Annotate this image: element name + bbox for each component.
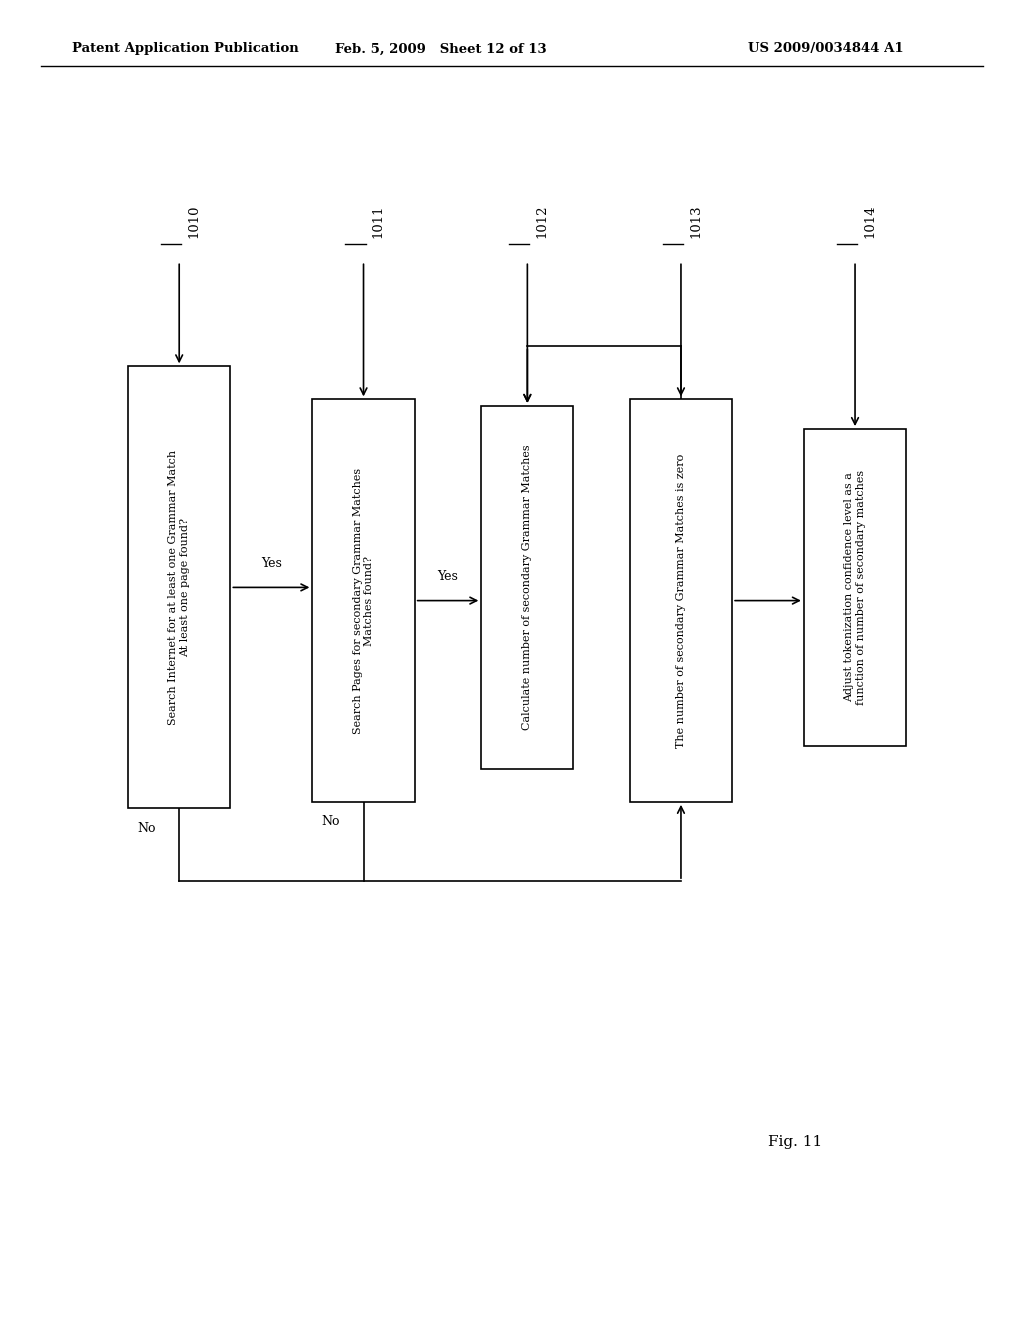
- Text: Yes: Yes: [261, 557, 282, 570]
- Text: No: No: [322, 814, 340, 828]
- Text: US 2009/0034844 A1: US 2009/0034844 A1: [748, 42, 903, 55]
- FancyBboxPatch shape: [128, 366, 230, 808]
- Text: Search Pages for secondary Grammar Matches
Matches found?: Search Pages for secondary Grammar Match…: [352, 467, 375, 734]
- Text: Feb. 5, 2009   Sheet 12 of 13: Feb. 5, 2009 Sheet 12 of 13: [335, 42, 546, 55]
- FancyBboxPatch shape: [630, 399, 732, 801]
- Text: The number of secondary Grammar Matches is zero: The number of secondary Grammar Matches …: [676, 454, 686, 747]
- FancyBboxPatch shape: [804, 429, 906, 746]
- Text: 1012: 1012: [536, 205, 549, 238]
- Text: Fig. 11: Fig. 11: [768, 1135, 822, 1148]
- Text: Search Internet for at least one Grammar Match
At least one page found?: Search Internet for at least one Grammar…: [168, 450, 190, 725]
- Text: Adjust tokenization confidence level as a
function of number of secondary matche: Adjust tokenization confidence level as …: [844, 470, 866, 705]
- Text: Yes: Yes: [437, 570, 459, 583]
- Text: Patent Application Publication: Patent Application Publication: [72, 42, 298, 55]
- Text: 1014: 1014: [863, 205, 877, 238]
- FancyBboxPatch shape: [312, 399, 415, 801]
- Text: 1011: 1011: [372, 205, 385, 238]
- FancyBboxPatch shape: [481, 405, 573, 768]
- Text: Calculate number of secondary Grammar Matches: Calculate number of secondary Grammar Ma…: [522, 445, 532, 730]
- Text: 1010: 1010: [187, 205, 201, 238]
- Text: 1013: 1013: [689, 205, 702, 238]
- Text: No: No: [137, 821, 156, 834]
